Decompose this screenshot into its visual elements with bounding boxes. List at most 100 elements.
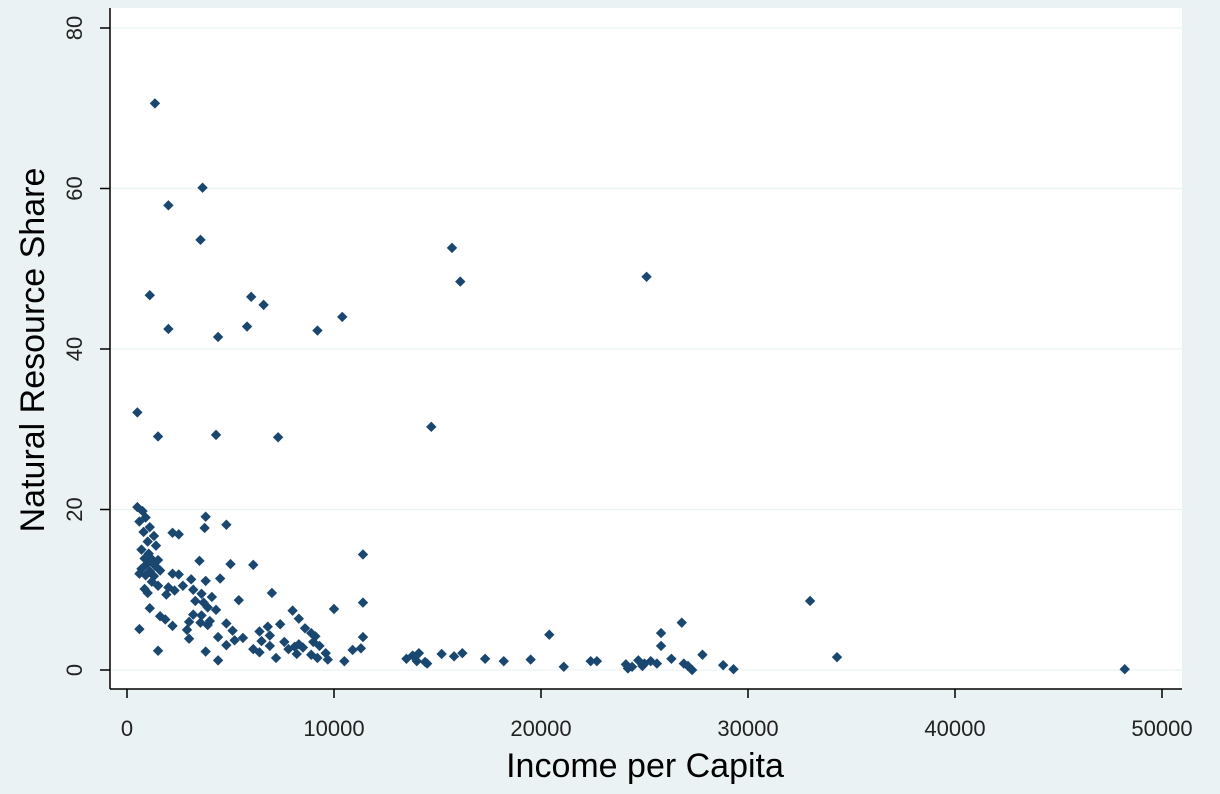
data-point: [161, 589, 172, 600]
x-tick-label: 10000: [303, 716, 364, 741]
data-point: [181, 624, 193, 636]
data-point: [152, 645, 164, 656]
data-point: [626, 661, 638, 672]
data-point: [293, 639, 305, 650]
data-point: [678, 658, 690, 669]
data-point: [154, 565, 166, 576]
data-point: [421, 658, 433, 669]
data-point: [144, 566, 155, 577]
data-point: [407, 650, 418, 661]
y-tick-label: 40: [62, 337, 87, 361]
data-point: [682, 660, 694, 672]
data-point: [254, 626, 265, 637]
data-point: [339, 655, 350, 667]
data-point: [258, 299, 269, 311]
data-point: [697, 649, 708, 660]
data-point: [196, 588, 207, 599]
y-tick-label: 80: [62, 16, 87, 40]
data-point: [140, 570, 151, 581]
data-point: [150, 540, 162, 551]
data-point: [256, 635, 267, 647]
data-point: [525, 654, 536, 665]
data-point: [132, 407, 143, 418]
data-point: [237, 632, 249, 644]
data-point: [641, 271, 652, 282]
data-point: [134, 568, 145, 579]
data-point: [446, 242, 458, 254]
data-point: [167, 620, 178, 632]
data-point: [199, 522, 210, 534]
data-point: [202, 602, 213, 613]
data-point: [148, 530, 160, 542]
data-point: [212, 631, 224, 643]
data-point: [214, 573, 226, 584]
data-point: [337, 311, 348, 323]
data-point: [152, 431, 164, 442]
data-point: [270, 652, 282, 664]
data-point: [144, 521, 155, 533]
data-point: [289, 641, 300, 652]
data-point: [212, 331, 224, 343]
data-point: [686, 664, 698, 676]
data-point: [651, 658, 663, 669]
data-point: [279, 636, 290, 648]
data-point: [479, 653, 491, 664]
data-point: [299, 623, 311, 634]
data-point: [229, 635, 240, 646]
y-tick-label: 0: [62, 664, 87, 676]
data-point: [196, 610, 207, 621]
data-point: [322, 654, 333, 665]
data-point: [804, 595, 816, 607]
data-point: [357, 597, 369, 608]
data-point: [622, 663, 634, 674]
y-axis-ticks: 0 20 40 60 80: [62, 16, 110, 676]
data-point: [666, 653, 677, 664]
data-point: [210, 429, 222, 441]
data-point: [194, 555, 205, 567]
data-point: [585, 655, 596, 667]
data-point: [149, 560, 161, 571]
data-point: [544, 629, 555, 640]
data-point: [676, 617, 687, 628]
data-point: [328, 603, 340, 615]
data-point: [198, 597, 209, 608]
data-point: [401, 653, 412, 664]
data-point: [448, 651, 460, 662]
data-point: [134, 516, 145, 527]
data-points: [132, 98, 1130, 676]
data-point: [498, 655, 509, 667]
data-point: [310, 631, 321, 642]
data-point: [137, 505, 148, 517]
data-point: [306, 649, 317, 660]
data-point: [248, 559, 259, 571]
data-point: [183, 633, 195, 644]
data-point: [160, 614, 171, 625]
data-point: [264, 630, 276, 641]
x-tick-label: 40000: [924, 716, 985, 741]
data-point: [221, 618, 232, 629]
data-point: [357, 631, 369, 643]
data-point: [143, 548, 154, 559]
data-point: [206, 591, 218, 603]
data-point: [1119, 663, 1130, 675]
data-point: [246, 291, 257, 303]
data-point: [225, 558, 236, 570]
data-point: [200, 511, 211, 522]
data-point: [185, 574, 197, 585]
data-point: [426, 421, 437, 433]
data-point: [728, 663, 739, 675]
data-point: [210, 604, 222, 616]
data-point: [154, 611, 166, 622]
data-point: [266, 587, 278, 599]
data-point: [293, 613, 305, 624]
y-axis-title: Natural Resource Share: [14, 168, 52, 533]
data-point: [717, 659, 729, 671]
data-point: [831, 651, 843, 663]
data-point: [221, 639, 232, 651]
data-point: [357, 549, 369, 560]
data-point: [138, 526, 149, 538]
data-point: [308, 636, 319, 648]
data-point: [136, 544, 147, 555]
y-tick-label: 60: [62, 176, 87, 200]
data-point: [221, 519, 232, 530]
